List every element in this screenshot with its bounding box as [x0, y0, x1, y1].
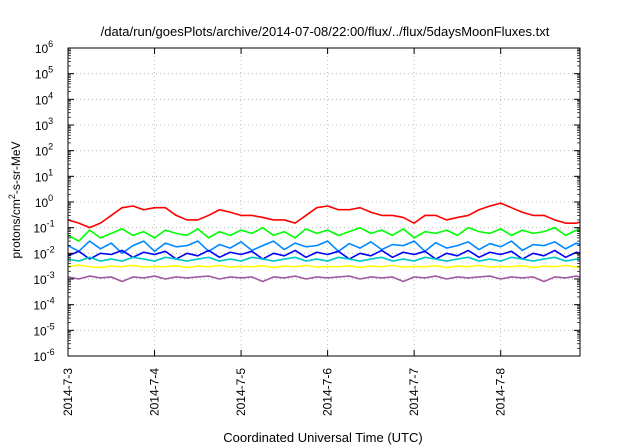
series-line-6: [68, 264, 580, 269]
series-line-4: [68, 249, 580, 260]
y-tick-label: 101: [35, 167, 53, 184]
grid: [68, 48, 580, 356]
series-line-7: [68, 275, 580, 283]
x-axis-label: Coordinated Universal Time (UTC): [223, 430, 422, 445]
x-tick-label: 2014-7-3: [61, 368, 75, 416]
y-axis-label-rest: -s-sr-MeV: [9, 141, 23, 194]
y-tick-label: 10-2: [33, 244, 54, 261]
y-tick-label: 104: [35, 90, 53, 107]
chart-title: /data/run/goesPlots/archive/2014-07-08/2…: [101, 24, 550, 39]
y-axis-label-main: protons/cm: [9, 199, 23, 258]
series-line-3: [68, 240, 580, 255]
y-tick-label: 100: [35, 193, 53, 210]
series-group: [68, 202, 580, 283]
x-tick-label: 2014-7-4: [148, 368, 162, 416]
series-line-2: [68, 226, 580, 242]
y-tick-label: 105: [35, 65, 53, 82]
x-tick-label: 2014-7-8: [494, 368, 508, 416]
x-tick-label: 2014-7-7: [407, 368, 421, 416]
y-tick-label: 102: [35, 142, 53, 159]
y-tick-label: 10-4: [33, 296, 54, 313]
series-line-1: [68, 202, 580, 229]
x-tick-label: 2014-7-5: [234, 368, 248, 416]
y-tick-label: 10-3: [33, 270, 54, 287]
y-axis: 10-6 10-5 10-4 10-3 10-2 10-1 100 101 102 103 104 1…: [33, 39, 580, 364]
series-line-5: [68, 256, 580, 262]
x-axis: 2014-7-3 2014-7-4 2014-7-5 2014-7-6 2014-7-7…: [61, 48, 508, 416]
y-axis-label-sup: 2: [7, 194, 17, 199]
y-tick-label: 10-1: [33, 219, 54, 236]
x-tick-label: 2014-7-6: [321, 368, 335, 416]
y-tick-label: 10-5: [33, 321, 54, 338]
y-tick-label: 103: [35, 116, 53, 133]
y-tick-label: 106: [35, 39, 53, 56]
y-axis-label: protons/cm2-s-sr-MeV: [7, 141, 23, 258]
y-tick-label: 10-6: [33, 347, 54, 364]
